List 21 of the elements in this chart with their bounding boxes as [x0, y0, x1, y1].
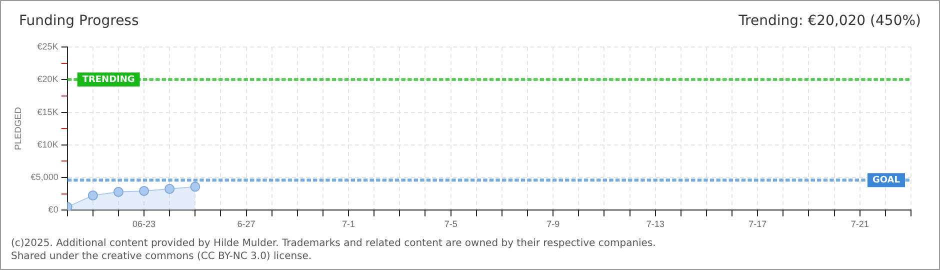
y-tick-label: €20K — [37, 74, 58, 84]
x-tick-label: 7-9 — [546, 219, 560, 230]
y-tick-label: €15K — [37, 106, 58, 117]
chart-subtitle: Trending: €20,020 (450%) — [738, 13, 921, 29]
y-tick-label: €25K — [37, 41, 58, 52]
y-tick-label: €0 — [48, 204, 58, 215]
ref-line-label: GOAL — [872, 176, 900, 186]
text: Shared under the creative commons (CC BY-NC 3.0) license. — [11, 251, 312, 262]
x-tick-label: 7-13 — [646, 219, 664, 230]
x-tick-label: 6-27 — [237, 219, 256, 230]
text: (c)2025. Additional content provided by Hilde Mulder. Trademarks and related content are owned by their respective companies. — [11, 238, 656, 249]
y-tick-label: €10K — [37, 139, 58, 150]
x-tick-label: 7-17 — [748, 219, 767, 230]
y-tick-label: €5,000 — [30, 172, 58, 182]
x-tick-label: 7-5 — [444, 219, 458, 230]
x-tick-label: 7-1 — [342, 219, 356, 230]
x-tick-label: 7-21 — [850, 219, 869, 230]
ref-line-label: TRENDING — [82, 74, 135, 85]
chart-title: Funding Progress — [19, 13, 139, 29]
x-tick-label: 06-23 — [132, 219, 156, 230]
y-axis-title: PLEDGED — [12, 106, 23, 150]
